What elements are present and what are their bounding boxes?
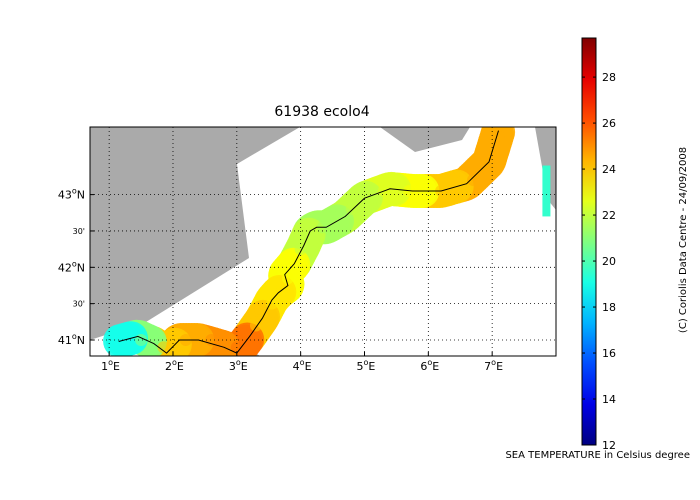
colorbar-tick-label: 20	[602, 255, 616, 268]
lon-tick-label: 7oE	[484, 358, 503, 373]
lon-tick-label: 6oE	[420, 358, 439, 373]
colorbar-tick-label: 12	[602, 439, 616, 452]
colorbar-tick-label: 24	[602, 163, 616, 176]
colorbar-tick-label: 22	[602, 209, 616, 222]
temperature-point-14	[157, 341, 170, 354]
lon-tick-label: 4oE	[293, 358, 312, 373]
lat-tick-label: 30'	[73, 227, 85, 236]
temperature-point-5	[345, 203, 358, 216]
temperature-point-12	[205, 334, 218, 347]
longitude-ticks: 1oE 2oE 3oE 4oE 5oE 6oE 7oE	[101, 352, 503, 373]
colorbar-tick-label: 14	[602, 393, 616, 406]
lon-tick-label: 1oE	[101, 358, 120, 373]
temperature-point-0	[492, 130, 505, 143]
lat-tick-label: 30'	[73, 300, 85, 309]
ship-track	[118, 130, 499, 354]
lat-tick-label: 43oN	[58, 187, 85, 202]
credit-text: (C) Coriolis Data Centre - 24/09/2008	[678, 147, 689, 333]
temperature-point-16	[115, 334, 128, 347]
map-frame	[89, 126, 557, 357]
temperature-point-7	[294, 243, 307, 256]
graticule	[90, 127, 556, 356]
colorbar-tick-label: 26	[602, 117, 616, 130]
lon-tick-label: 3oE	[229, 358, 248, 373]
temperature-point-8	[281, 272, 294, 285]
variable-label: SEA TEMPERATURE in Celsius degree	[505, 450, 690, 461]
colorbar-ticks: 12 14 16 18 20 22 24 26 28	[582, 71, 616, 452]
lat-tick-label: 42oN	[58, 259, 85, 274]
colorbar: 12 14 16 18 20 22 24 26 28	[581, 37, 616, 452]
map-title: 61938 ecolo4	[274, 104, 369, 120]
map-plot: 1oE 2oE 3oE 4oE 5oE 6oE 7oE 43oN 30' 42oN 30' 41oN	[58, 126, 557, 373]
lon-tick-label: 2oE	[165, 358, 184, 373]
temperature-point-17	[542, 165, 551, 217]
land-spain-france	[90, 127, 300, 340]
colorbar-tick-label: 16	[602, 347, 616, 360]
land-provence	[380, 127, 470, 152]
colorbar-tick-label: 18	[602, 301, 616, 314]
lat-tick-label: 41oN	[58, 332, 85, 347]
colorbar-gradient	[581, 37, 597, 446]
lon-tick-label: 5oE	[356, 358, 375, 373]
colorbar-tick-label: 28	[602, 71, 616, 84]
temperature-point-1	[467, 174, 480, 187]
latitude-ticks: 43oN 30' 42oN 30' 41oN	[58, 187, 94, 347]
